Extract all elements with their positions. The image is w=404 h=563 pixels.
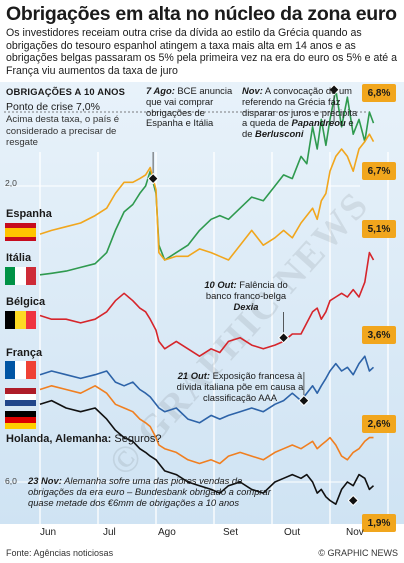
series-line-holanda bbox=[39, 384, 374, 465]
subheading: OBRIGAÇÕES A 10 ANOS bbox=[6, 86, 126, 97]
badge-italy-value: 6,8% bbox=[362, 84, 396, 102]
flag-italy-icon bbox=[5, 267, 36, 285]
x-tick-set: Set bbox=[223, 527, 239, 538]
annotation-nov: Nov: A convocação de um referendo na Gré… bbox=[242, 85, 358, 140]
source-note: Fonte: Agências noticiosas bbox=[6, 548, 114, 558]
x-tick-out: Out bbox=[284, 527, 301, 538]
crisis-point-title: Ponto de crise 7,0% bbox=[6, 101, 100, 113]
badge-belgium-value: 5,1% bbox=[362, 220, 396, 238]
crisis-point-body: Acima desta taxa, o país é considerado a… bbox=[6, 114, 120, 149]
y-tick-2: 6,0 bbox=[5, 476, 17, 486]
x-tick-jul: Jul bbox=[103, 527, 116, 538]
marker-23-nov bbox=[347, 494, 359, 507]
chart-intro: Os investidores receiam outra crise da d… bbox=[6, 27, 398, 77]
series-line-alemanha bbox=[39, 399, 375, 506]
flag-france-icon bbox=[5, 361, 36, 379]
marker-ago bbox=[147, 172, 159, 185]
annotation-ago: 7 Ago: BCE anuncia que vai comprar obrig… bbox=[146, 85, 233, 129]
flag-netherlands-icon bbox=[5, 388, 36, 406]
marker-10-out bbox=[277, 332, 290, 344]
copyright-note: © GRAPHIC NEWS bbox=[318, 548, 398, 558]
annotation-10-out: 10 Out: Falência do banco franco-belga D… bbox=[204, 279, 288, 312]
series-line-itália bbox=[39, 89, 375, 276]
line-chart: © GRAPHIC NEWS bbox=[0, 82, 404, 524]
annotation-21-out: 21 Out: Exposição francesa à dívida ital… bbox=[176, 370, 304, 403]
y-tick-6: 2,0 bbox=[5, 178, 17, 188]
badge-france-value: 3,6% bbox=[362, 326, 396, 344]
flag-belgium-icon bbox=[5, 311, 36, 329]
series-line-espanha bbox=[39, 133, 375, 261]
label-italy: Itália bbox=[6, 252, 32, 264]
x-tick-jun: Jun bbox=[40, 527, 57, 538]
flag-germany-icon bbox=[5, 411, 36, 429]
badge-germany-value: 1,9% bbox=[362, 514, 396, 532]
flag-spain-icon bbox=[5, 223, 36, 241]
x-tick-ago: Ago bbox=[158, 527, 176, 538]
month-gridlines bbox=[4, 152, 389, 524]
marker-nov bbox=[328, 84, 340, 96]
badge-spain-value: 6,7% bbox=[362, 162, 396, 180]
label-spain: Espanha bbox=[6, 208, 52, 220]
label-belgium: Bélgica bbox=[6, 296, 46, 308]
label-netherlands-germany: Holanda, Alemanha: Seguros? bbox=[6, 433, 162, 445]
series-line-frança bbox=[39, 355, 375, 424]
chart-title: Obrigações em alta no núcleo da zona eur… bbox=[6, 3, 397, 25]
x-tick-nov: Nov bbox=[346, 527, 364, 538]
marker-21-out bbox=[298, 394, 310, 407]
label-france: França bbox=[6, 347, 43, 359]
badge-netherlands-value: 2,6% bbox=[362, 415, 396, 433]
annotation-23-nov: 23 Nov: Alemanha sofre uma das piores ve… bbox=[28, 475, 271, 508]
series-line-bélgica bbox=[39, 251, 375, 358]
